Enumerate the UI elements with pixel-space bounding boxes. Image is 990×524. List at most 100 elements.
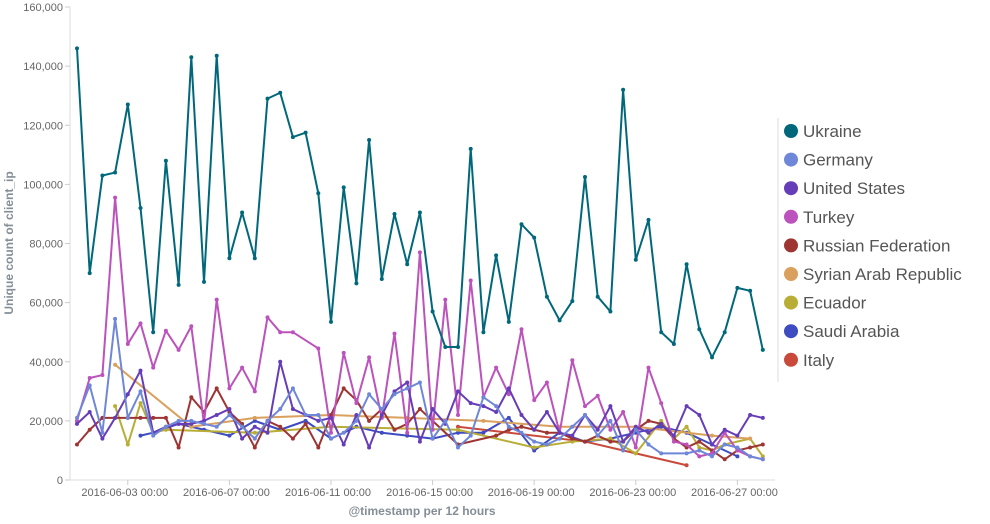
data-point (570, 299, 575, 304)
data-point (595, 294, 600, 299)
data-point (532, 439, 537, 444)
x-tick-label: 2016-06-27 00:00 (691, 487, 778, 499)
legend-swatch-icon (784, 238, 798, 253)
data-point (252, 415, 257, 420)
data-point (646, 217, 651, 222)
data-point (379, 430, 384, 435)
data-point (202, 421, 206, 426)
data-point (659, 330, 664, 335)
data-point (316, 346, 321, 351)
legend-item[interactable]: Turkey (803, 208, 855, 227)
data-point (468, 401, 473, 406)
data-point (684, 442, 689, 447)
y-axis-label: Unique count of client_ip (2, 171, 16, 314)
series-line-germany (76, 317, 764, 461)
data-point (367, 445, 372, 450)
data-point (684, 262, 689, 267)
data-point (316, 191, 321, 196)
data-point (684, 463, 689, 468)
data-point (202, 279, 206, 284)
data-point (735, 448, 740, 453)
data-point (405, 386, 410, 391)
data-point (316, 445, 321, 450)
data-point (163, 328, 168, 333)
data-point (341, 430, 346, 435)
data-point (595, 393, 600, 398)
data-point (621, 439, 626, 444)
data-point (456, 412, 460, 417)
data-point (633, 451, 638, 456)
data-point (138, 401, 143, 406)
x-tick-label: 2016-06-15 00:00 (386, 487, 473, 499)
legend-item[interactable]: Ecuador (803, 294, 867, 313)
data-point (633, 445, 638, 450)
data-point (367, 418, 372, 423)
data-point (290, 386, 295, 391)
data-point (760, 442, 765, 447)
data-point (608, 439, 613, 444)
data-point (532, 445, 537, 450)
data-point (544, 294, 549, 299)
data-point (176, 347, 181, 352)
data-point (646, 365, 651, 370)
data-point (354, 281, 359, 286)
data-point (570, 439, 575, 444)
data-point (595, 433, 600, 438)
legend-item[interactable]: Ukraine (803, 122, 862, 141)
legend-item[interactable]: Italy (803, 351, 835, 370)
data-point (506, 427, 511, 432)
data-point (227, 407, 232, 412)
data-point (710, 454, 714, 459)
data-point (583, 404, 587, 409)
x-tick-label: 2016-06-07 00:00 (183, 487, 270, 499)
data-point (760, 347, 765, 352)
data-point (748, 454, 753, 459)
legend-item[interactable]: Germany (803, 151, 873, 170)
data-point (557, 318, 562, 323)
data-point (163, 158, 168, 163)
data-point (684, 451, 689, 456)
data-point (392, 392, 397, 397)
data-point (278, 90, 283, 95)
data-point (329, 436, 333, 441)
data-point (100, 430, 105, 435)
data-point (329, 319, 333, 324)
data-point (379, 412, 384, 417)
data-point (75, 421, 79, 426)
data-point (227, 412, 232, 417)
data-point (354, 401, 359, 406)
data-point (633, 427, 638, 432)
data-point (443, 418, 448, 423)
data-point (494, 404, 499, 409)
data-point (557, 430, 562, 435)
data-point (163, 427, 168, 432)
x-tick-label: 2016-06-23 00:00 (589, 487, 676, 499)
legend-swatch-icon (784, 209, 798, 224)
legend-item[interactable]: United States (803, 179, 905, 198)
data-point (252, 436, 257, 441)
data-point (583, 174, 587, 179)
data-point (735, 454, 740, 459)
data-point (100, 173, 105, 178)
data-point (608, 436, 613, 441)
legend-item[interactable]: Saudi Arabia (803, 322, 900, 341)
legend-item[interactable]: Syrian Arab Republic (803, 265, 962, 284)
data-point (75, 442, 79, 447)
data-point (341, 442, 346, 447)
data-point (621, 410, 626, 415)
data-point (532, 235, 537, 240)
data-point (519, 222, 524, 227)
data-point (252, 389, 257, 394)
data-point (392, 389, 397, 394)
data-point (87, 383, 92, 388)
legend-item[interactable]: Russian Federation (803, 236, 950, 255)
data-point (316, 412, 321, 417)
data-point (113, 195, 118, 200)
data-point (481, 330, 486, 335)
data-point (240, 210, 245, 215)
data-point (456, 430, 460, 435)
data-point (405, 430, 410, 435)
data-point (417, 210, 422, 215)
y-tick-label: 40,000 (29, 357, 63, 369)
data-point (75, 415, 79, 420)
